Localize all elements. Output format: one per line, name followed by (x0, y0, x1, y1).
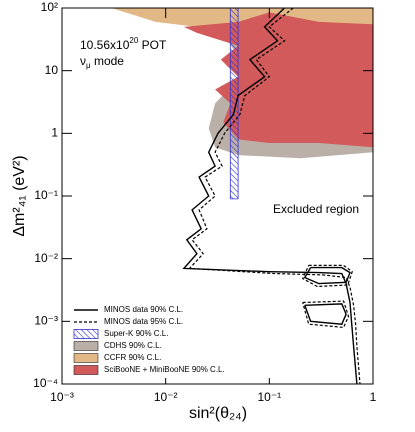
pot-exp: 20 (129, 36, 138, 45)
region-annotation: Excluded region (273, 202, 359, 216)
x-tick-label: 10⁻¹ (257, 390, 281, 404)
legend-label: CDHS 90% C.L. (104, 341, 162, 350)
contour-dashed (188, 8, 361, 384)
x-tick-label: 10⁻³ (50, 390, 74, 404)
legend-label: MINOS data 95% C.L. (104, 317, 183, 326)
pot-unit: POT (138, 38, 167, 52)
contour-hatch (229, 8, 239, 200)
legend-label: SciBooNE + MiniBooNE 90% C.L. (104, 365, 225, 374)
y-axis-title: Δm²₄₁ (eV²) (11, 155, 28, 236)
contour-solid (182, 8, 358, 384)
plot-area (111, 8, 373, 384)
nu: ν (80, 54, 86, 68)
legend-label: MINOS data 90% C.L. (104, 305, 183, 314)
legend-swatch (73, 341, 99, 351)
y-tick-label: 10 (45, 63, 59, 77)
legend-label: CCFR 90% C.L. (104, 353, 161, 362)
y-tick-label: 10² (41, 0, 58, 14)
x-tick-label: 10⁻² (154, 390, 178, 404)
mu: μ (86, 61, 91, 70)
y-tick-label: 10⁻² (34, 251, 58, 265)
mode-annotation: νμ mode (80, 54, 124, 70)
x-axis-title: sin²(θ₂₄) (189, 405, 247, 422)
y-tick-label: 1 (51, 126, 58, 140)
y-tick-label: 10⁻³ (34, 314, 58, 328)
legend-swatch (73, 353, 99, 363)
legend-box (70, 298, 270, 378)
y-tick-label: 10⁻¹ (34, 188, 58, 202)
pot-base: 10.56x10 (80, 38, 130, 52)
x-tick-label: 1 (370, 390, 377, 404)
legend-label: Super-K 90% C.L. (104, 329, 168, 338)
mode-word: mode (91, 54, 125, 68)
legend-swatch (73, 329, 99, 339)
legend-swatch (73, 365, 99, 375)
y-tick-label: 10⁻⁴ (33, 376, 58, 390)
pot-annotation: 10.56x1020 POT (80, 36, 167, 52)
